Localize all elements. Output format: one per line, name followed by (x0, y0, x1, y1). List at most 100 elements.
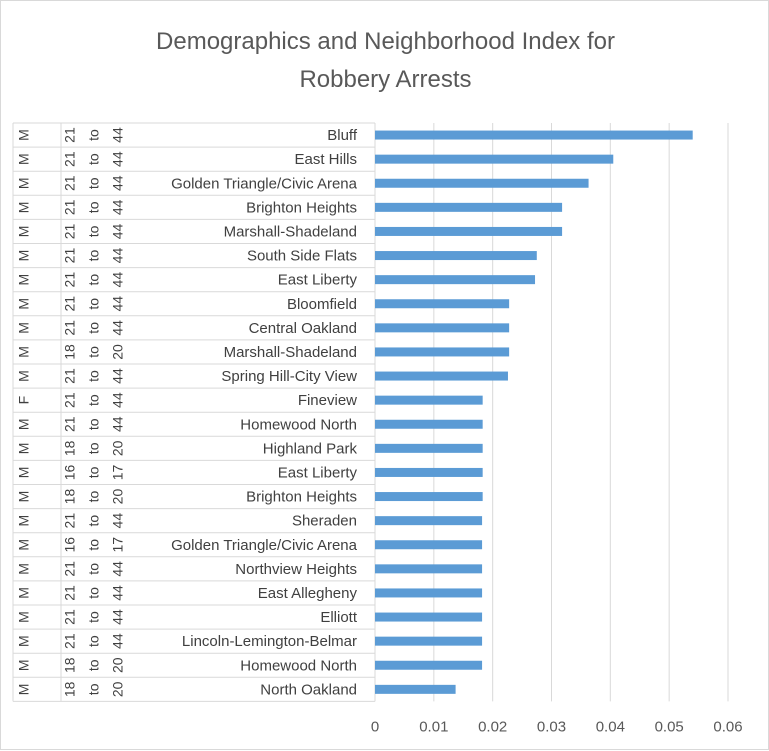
bar (375, 636, 483, 646)
category-label: Highland Park (263, 440, 358, 457)
age-label: to (86, 153, 102, 165)
age-label: 18 (62, 681, 78, 697)
age-label: 44 (110, 175, 126, 191)
age-label: 44 (110, 633, 126, 649)
age-label: 44 (110, 513, 126, 529)
x-tick-label: 0.01 (419, 718, 448, 735)
age-label: to (86, 346, 102, 358)
sex-label: M (16, 322, 32, 334)
age-label: 44 (110, 416, 126, 432)
sex-label: M (16, 563, 32, 575)
chart-title-line-2: Robbery Arrests (299, 66, 472, 93)
category-label: Lincoln-Lemington-Belmar (182, 633, 357, 650)
age-label: 16 (62, 537, 78, 553)
sex-label: M (16, 443, 32, 455)
age-label: to (86, 515, 102, 527)
bar (375, 371, 508, 381)
bar (375, 226, 563, 236)
age-label: 21 (62, 175, 78, 191)
age-label: 21 (62, 633, 78, 649)
category-label: Brighton Heights (246, 199, 357, 216)
age-label: 44 (110, 223, 126, 239)
age-label: to (86, 491, 102, 503)
category-label: Spring Hill-City View (221, 368, 357, 385)
sex-label: M (16, 153, 32, 165)
age-label: to (86, 225, 102, 237)
age-label: 44 (110, 151, 126, 167)
age-label: 21 (62, 320, 78, 336)
bar (375, 251, 537, 261)
age-label: 44 (110, 368, 126, 384)
category-label: Marshall-Shadeland (224, 223, 357, 240)
age-label: to (86, 370, 102, 382)
category-label: Homewood North (240, 416, 357, 433)
age-label: to (86, 587, 102, 599)
age-label: 44 (110, 585, 126, 601)
chart-title-line-1: Demographics and Neighborhood Index for (156, 28, 615, 55)
category-label: East Hills (294, 151, 357, 168)
age-label: 18 (62, 489, 78, 505)
age-label: to (86, 298, 102, 310)
sex-label: M (16, 226, 32, 238)
age-label: to (86, 442, 102, 454)
age-label: to (86, 322, 102, 334)
sex-label: M (16, 515, 32, 527)
age-label: 18 (62, 440, 78, 456)
category-label: Golden Triangle/Civic Arena (171, 537, 358, 554)
age-label: 21 (62, 585, 78, 601)
age-label: 44 (110, 248, 126, 264)
x-tick-label: 0.06 (713, 718, 742, 735)
age-label: 21 (62, 127, 78, 143)
bar (375, 154, 614, 164)
sex-label: M (16, 202, 32, 214)
age-label: 44 (110, 609, 126, 625)
category-label: Elliott (320, 609, 358, 626)
age-label: 18 (62, 657, 78, 673)
category-label: East Liberty (278, 464, 358, 481)
age-label: 44 (110, 561, 126, 577)
category-label: South Side Flats (247, 248, 357, 265)
age-label: 18 (62, 344, 78, 360)
sex-label: M (16, 418, 32, 430)
category-label: Golden Triangle/Civic Arena (171, 175, 358, 192)
bar (375, 467, 483, 477)
age-label: to (86, 201, 102, 213)
category-label: Central Oakland (249, 320, 357, 337)
category-label: Sheraden (292, 513, 357, 530)
category-label: Marshall-Shadeland (224, 344, 357, 361)
age-label: to (86, 539, 102, 551)
bar (375, 540, 483, 550)
bar (375, 347, 510, 357)
category-label: East Allegheny (258, 585, 358, 602)
age-label: 20 (110, 344, 126, 360)
age-label: to (86, 418, 102, 430)
x-tick-label: 0.04 (596, 718, 625, 735)
sex-label: M (16, 370, 32, 382)
sex-label: M (16, 491, 32, 503)
age-label: 44 (110, 272, 126, 288)
bar (375, 443, 483, 453)
age-label: 21 (62, 151, 78, 167)
sex-label: F (16, 396, 32, 405)
bar (375, 323, 510, 333)
age-label: 44 (110, 199, 126, 215)
category-label: Northview Heights (235, 561, 357, 578)
age-label: 21 (62, 368, 78, 384)
bar (375, 588, 483, 598)
age-label: 21 (62, 272, 78, 288)
age-label: to (86, 177, 102, 189)
category-label: Fineview (298, 392, 357, 409)
x-tick-label: 0 (371, 718, 379, 735)
bar (375, 492, 483, 502)
category-label: East Liberty (278, 272, 358, 289)
chart-title: Demographics and Neighborhood Index for … (1, 23, 769, 99)
sex-label: M (16, 274, 32, 286)
age-label: 21 (62, 392, 78, 408)
category-label: Brighton Heights (246, 489, 357, 506)
age-label: 44 (110, 392, 126, 408)
x-tick-label: 0.02 (478, 718, 507, 735)
age-label: to (86, 394, 102, 406)
age-label: 21 (62, 248, 78, 264)
x-tick-label: 0.05 (655, 718, 684, 735)
